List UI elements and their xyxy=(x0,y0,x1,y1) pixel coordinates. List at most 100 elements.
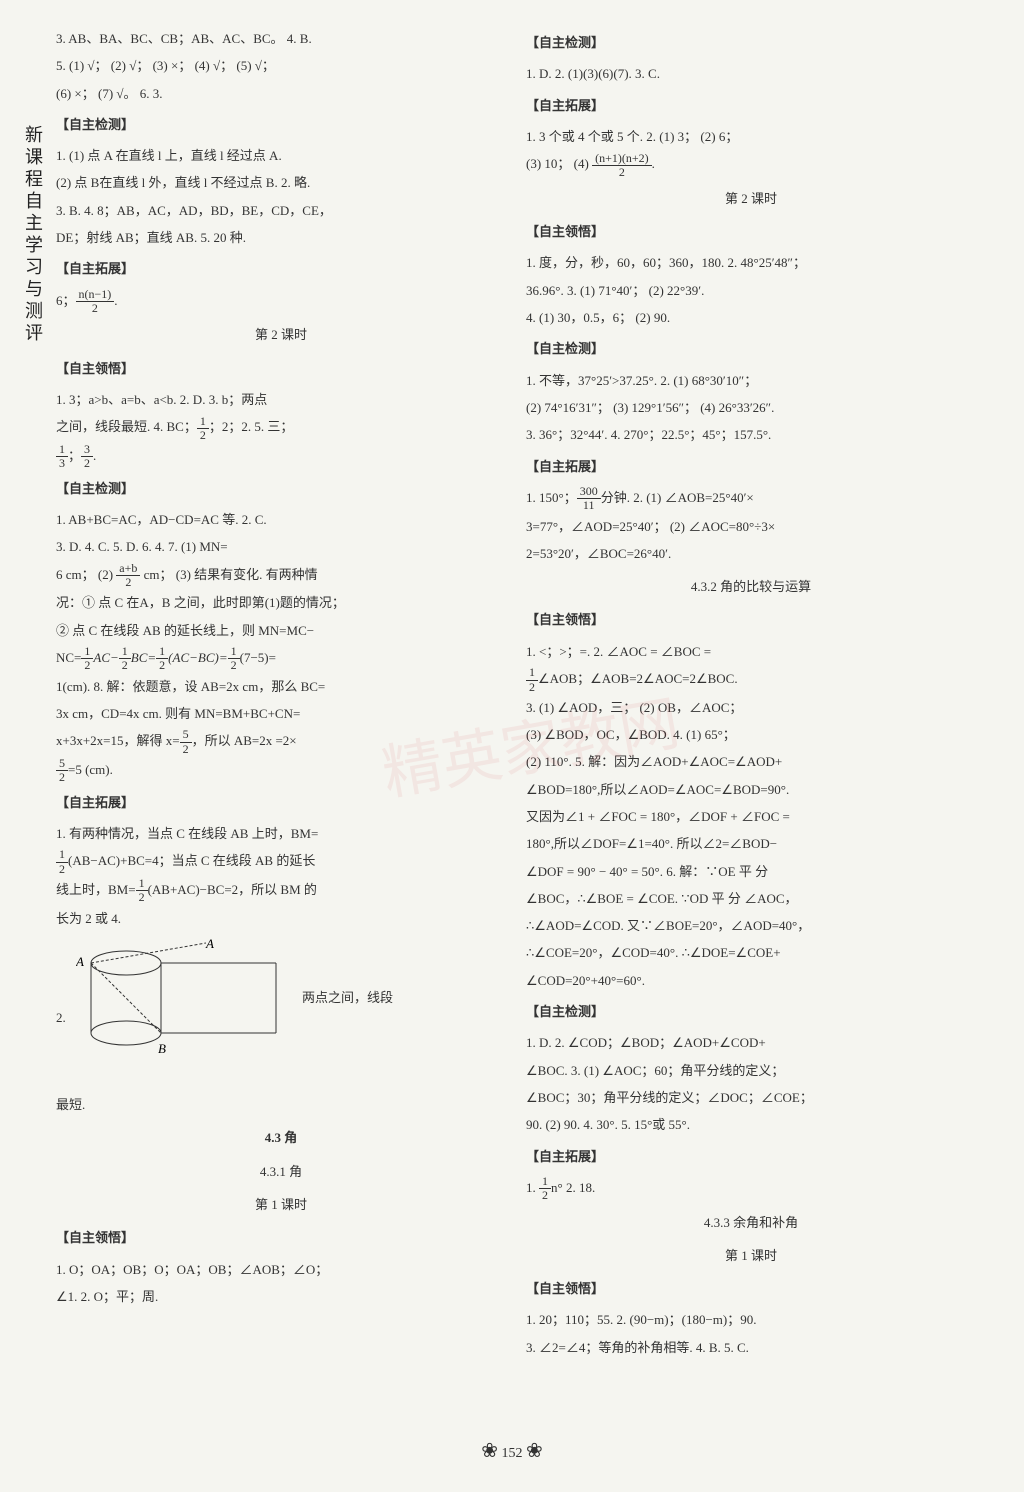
fraction: n(n−1)2 xyxy=(76,288,115,315)
svg-text:A: A xyxy=(76,954,84,969)
text-line: 180°,所以∠DOF=∠1=40°. 所以∠2=∠BOD− xyxy=(526,830,976,857)
text-line: DE；射线 AB；直线 AB. 5. 20 种. xyxy=(56,224,506,251)
text-line: ∠1. 2. O；平；周. xyxy=(56,1283,506,1310)
numerator: 300 xyxy=(577,485,601,499)
fraction: 12 xyxy=(81,645,93,672)
text-line: 之间，线段最短. 4. BC；12；2；2. 5. 三； xyxy=(56,413,506,442)
text: BC= xyxy=(131,650,156,665)
text-line: 1. 不等，37°25′>37.25°. 2. (1) 68°30′10″； xyxy=(526,367,976,394)
lesson-subtitle: 第 2 课时 xyxy=(526,185,976,212)
page-container: 新课程自主学习与测评 3. AB、BA、BC、CB；AB、AC、BC。 4. B… xyxy=(0,0,1024,1430)
fraction: 12 xyxy=(526,666,538,693)
section-heading: 【自主检测】 xyxy=(56,475,506,502)
right-column: 【自主检测】 1. D. 2. (1)(3)(6)(7). 3. C. 【自主拓… xyxy=(526,25,976,1410)
text-line: 1. 度，分，秒，60，60；360，180. 2. 48°25′48″； xyxy=(526,249,976,276)
text: 6； xyxy=(56,293,76,308)
text-line: x+3x+2x=15，解得 x=52，所以 AB=2x =2× xyxy=(56,727,506,756)
text: . xyxy=(114,293,117,308)
text-line: 3. 36°；32°44′. 4. 270°；22.5°；45°；157.5°. xyxy=(526,421,976,448)
section-heading: 【自主拓展】 xyxy=(56,789,506,816)
text: (AC−BC)= xyxy=(168,650,227,665)
text-line: ∴∠AOD=∠COD. 又∵∠BOE=20°，∠AOD=40°， xyxy=(526,912,976,939)
fraction: 30011 xyxy=(577,485,601,512)
label: 2. xyxy=(56,1010,66,1025)
text-line: 52=5 (cm). xyxy=(56,756,506,785)
denominator: 2 xyxy=(56,771,68,784)
text: ； xyxy=(68,448,81,463)
numerator: n(n−1) xyxy=(76,288,115,302)
text-line: (3) ∠BOD，OC，∠BOD. 4. (1) 65°； xyxy=(526,721,976,748)
subsection-title: 4.3.3 余角和补角 xyxy=(526,1209,976,1236)
text: (AB+AC)−BC=2，所以 BM 的 xyxy=(148,882,317,897)
lesson-subtitle: 第 1 课时 xyxy=(526,1242,976,1269)
text-line: 3. (1) ∠AOD，三； (2) OB，∠AOC； xyxy=(526,694,976,721)
denominator: 2 xyxy=(228,659,240,672)
text-line: 90. (2) 90. 4. 30°. 5. 15°或 55°. xyxy=(526,1111,976,1138)
denominator: 2 xyxy=(526,681,538,694)
numerator: 1 xyxy=(136,877,148,891)
text-line: 线上时，BM=12(AB+AC)−BC=2，所以 BM 的 xyxy=(56,876,506,905)
columns: 3. AB、BA、BC、CB；AB、AC、BC。 4. B. 5. (1) √；… xyxy=(56,25,994,1410)
text-line: 3x cm，CD=4x cm. 则有 MN=BM+BC+CN= xyxy=(56,700,506,727)
text: (3) 10； (4) xyxy=(526,156,592,171)
text-line: (2) 点 B在直线 l 外，直线 l 不经过点 B. 2. 略. xyxy=(56,169,506,196)
text-line: 3=77°，∠AOD=25°40′； (2) ∠AOC=80°÷3× xyxy=(526,513,976,540)
denominator: 2 xyxy=(136,891,148,904)
fraction: 12 xyxy=(56,848,68,875)
text: ∠AOB；∠AOB=2∠AOC=2∠BOC. xyxy=(538,671,738,686)
text-line: 1(cm). 8. 解：依题意，设 AB=2x cm，那么 BC= xyxy=(56,673,506,700)
text-line: ∠BOD=180°,所以∠AOD=∠AOC=∠BOD=90°. xyxy=(526,776,976,803)
numerator: 1 xyxy=(156,645,168,659)
numerator: 1 xyxy=(526,666,538,680)
text-line: (6) ×； (7) √。 6. 3. xyxy=(56,80,506,107)
fraction: (n+1)(n+2)2 xyxy=(592,152,652,179)
svg-text:B: B xyxy=(158,1041,166,1056)
page-number: 152 xyxy=(502,1446,523,1461)
text-line: 1. 有两种情况，当点 C 在线段 AB 上时，BM= xyxy=(56,820,506,847)
page-footer: ❀ 152 ❀ xyxy=(0,1438,1024,1463)
text-line: 1. <；>；=. 2. ∠AOC = ∠BOC = xyxy=(526,638,976,665)
fraction: 12 xyxy=(197,415,209,442)
text-line: 6；n(n−1)2. xyxy=(56,287,506,316)
text-line: 13；32. xyxy=(56,442,506,471)
text-line: 1. 3 个或 4 个或 5 个. 2. (1) 3； (2) 6； xyxy=(526,123,976,150)
section-heading: 【自主领悟】 xyxy=(526,218,976,245)
fraction: 12 xyxy=(156,645,168,672)
text-line: 1. 3；a>b、a=b、a<b. 2. D. 3. b；两点 xyxy=(56,386,506,413)
denominator: 2 xyxy=(76,302,115,315)
text: 1. 150°； xyxy=(526,490,577,505)
text: (7−5)= xyxy=(240,650,276,665)
numerator: 1 xyxy=(539,1175,551,1189)
numerator: 5 xyxy=(56,757,68,771)
text-line: 长为 2 或 4. xyxy=(56,905,506,932)
footer-decoration-icon: ❀ xyxy=(481,1440,498,1462)
text: n° 2. 18. xyxy=(551,1180,595,1195)
denominator: 2 xyxy=(56,863,68,876)
spine-title: 新课程自主学习与测评 xyxy=(20,25,46,1410)
denominator: 3 xyxy=(56,457,68,470)
text-line: ② 点 C 在线段 AB 的延长线上，则 MN=MC− xyxy=(56,617,506,644)
fraction: 52 xyxy=(180,728,192,755)
text-line: 况：① 点 C 在A，B 之间，此时即第(1)题的情况； xyxy=(56,589,506,616)
text-line: 12(AB−AC)+BC=4；当点 C 在线段 AB 的延长 xyxy=(56,847,506,876)
numerator: 1 xyxy=(81,645,93,659)
fraction: 12 xyxy=(136,877,148,904)
denominator: 11 xyxy=(577,499,601,512)
text-line: 1. (1) 点 A 在直线 l 上，直线 l 经过点 A. xyxy=(56,142,506,169)
text-line: 3. ∠2=∠4；等角的补角相等. 4. B. 5. C. xyxy=(526,1334,976,1361)
fraction: 32 xyxy=(81,443,93,470)
section-heading: 【自主拓展】 xyxy=(56,255,506,282)
text: 线上时，BM= xyxy=(56,882,136,897)
text-line: ∠BOC，∴∠BOE = ∠COE. ∵OD 平 分 ∠AOC， xyxy=(526,885,976,912)
numerator: 1 xyxy=(197,415,209,429)
denominator: 2 xyxy=(156,659,168,672)
section-heading: 【自主拓展】 xyxy=(526,1143,976,1170)
text-line: (3) 10； (4) (n+1)(n+2)2. xyxy=(526,150,976,179)
text: (AB−AC)+BC=4；当点 C 在线段 AB 的延长 xyxy=(68,853,315,868)
section-title: 4.3 角 xyxy=(56,1124,506,1151)
lesson-subtitle: 第 2 课时 xyxy=(56,321,506,348)
text: AC− xyxy=(93,650,118,665)
text: =5 (cm). xyxy=(68,762,113,777)
text-line: 1. D. 2. (1)(3)(6)(7). 3. C. xyxy=(526,60,976,87)
text: cm； (3) 结果有变化. 有两种情 xyxy=(140,567,317,582)
